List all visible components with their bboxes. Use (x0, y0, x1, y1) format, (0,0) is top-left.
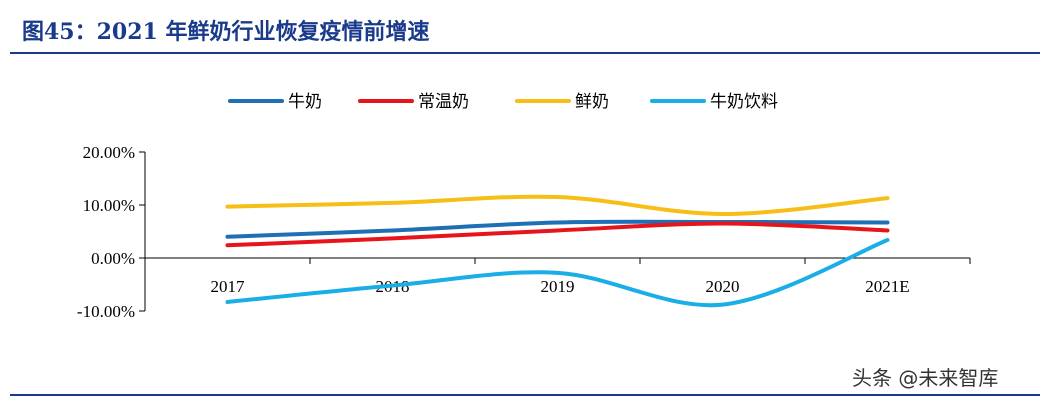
y-tick-label: 10.00% (83, 196, 135, 215)
chart-legend: 牛奶 常温奶 鲜奶 牛奶饮料 (228, 92, 778, 112)
x-axis: 2017 2018 2019 2020 2021E (144, 257, 971, 296)
y-tick-label: 0.00% (91, 249, 135, 268)
series-line-1 (225, 219, 890, 239)
legend-label: 鲜奶 (575, 92, 609, 112)
figure-title: 图45：2021 年鲜奶行业恢复疫情前增速 (22, 19, 430, 45)
watermark: 头条 @未来智库 (852, 366, 999, 390)
x-tick-label: 2019 (541, 277, 575, 296)
series-layer (225, 194, 890, 308)
title-divider (10, 52, 1040, 54)
footer-divider (10, 394, 1040, 396)
y-tick-label: -10.00% (77, 302, 135, 321)
legend-label: 牛奶 (288, 92, 322, 112)
series-line-4 (225, 237, 890, 308)
x-tick-label: 2020 (706, 277, 740, 296)
legend-label: 常温奶 (418, 92, 469, 112)
legend-label: 牛奶饮料 (710, 92, 778, 112)
series-line-3 (225, 194, 890, 217)
x-tick-label: 2021E (865, 277, 909, 296)
y-tick-label: 20.00% (83, 143, 135, 162)
x-tick-label: 2017 (211, 277, 246, 296)
y-axis: -10.00% 0.00% 10.00% 20.00% (77, 143, 146, 321)
series-line-2 (225, 221, 890, 248)
